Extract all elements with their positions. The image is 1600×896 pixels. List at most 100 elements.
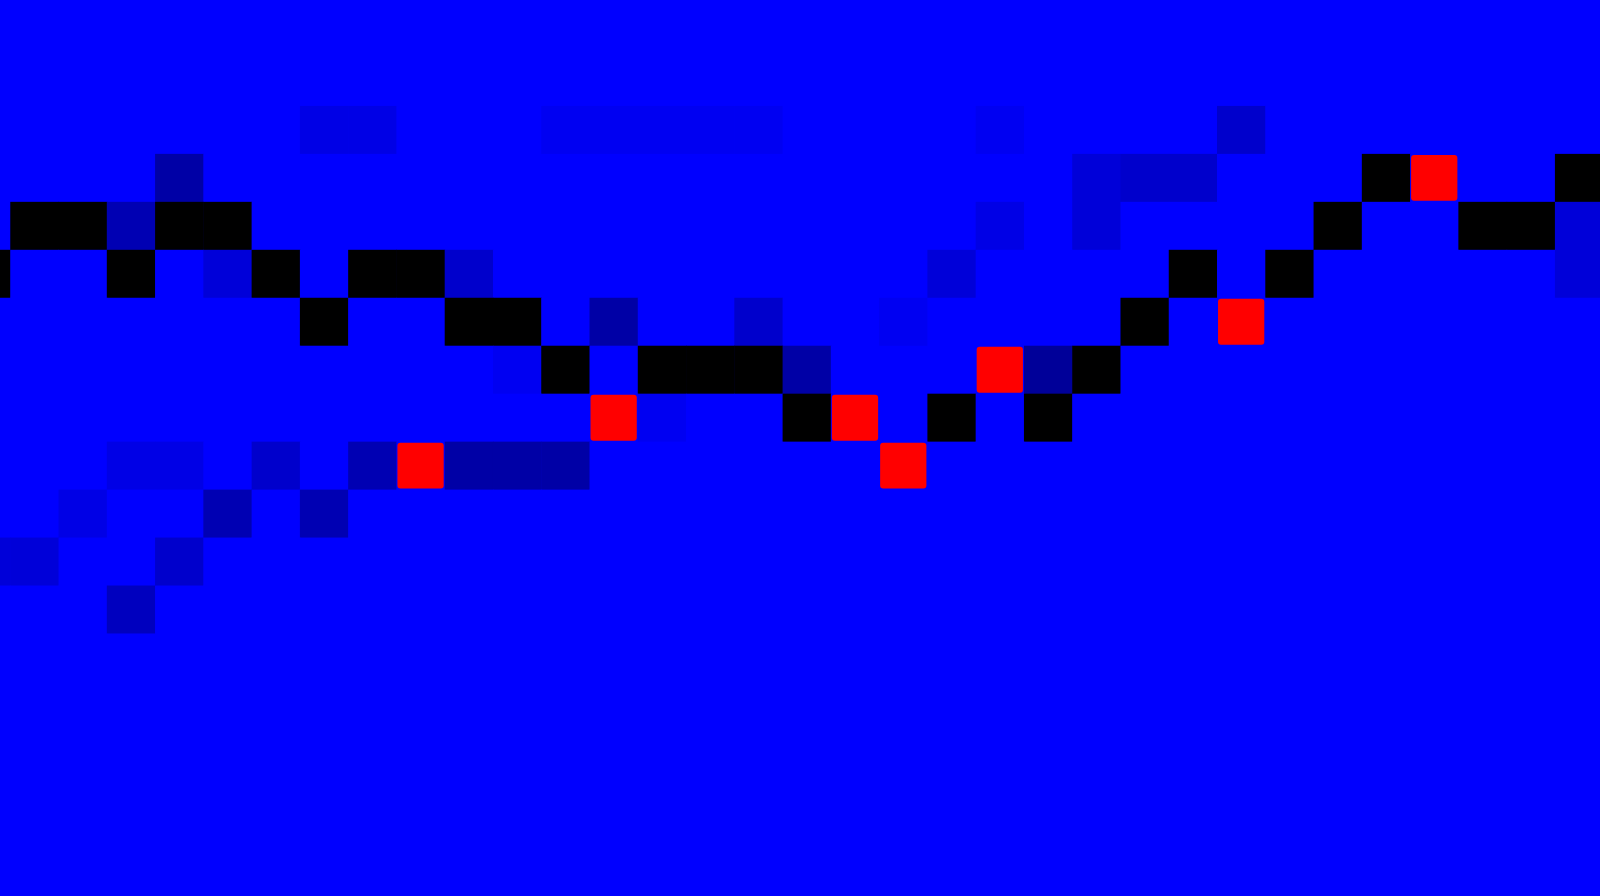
heat-cell [107, 394, 156, 442]
heat-cell [1314, 106, 1363, 154]
heat-cell [1314, 825, 1363, 873]
heat-cell [252, 106, 301, 154]
heat-cell [493, 586, 542, 634]
heat-cell [445, 729, 494, 777]
heat-cell [1362, 394, 1411, 442]
heat-cell [879, 538, 928, 586]
heat-cell [1120, 681, 1169, 729]
heat-cell [1555, 729, 1600, 777]
heat-cell [879, 202, 928, 250]
heat-cell [1314, 442, 1363, 490]
heat-cell [927, 729, 976, 777]
heat-cell [976, 538, 1025, 586]
heat-cell [686, 442, 735, 490]
heat-cell [927, 394, 976, 442]
heat-cell [155, 106, 204, 154]
heat-cell [155, 202, 204, 250]
heat-cell [155, 394, 204, 442]
heat-cell [348, 202, 397, 250]
heat-cell [734, 633, 783, 681]
heat-cell [1555, 10, 1600, 58]
heat-cell [1169, 825, 1218, 873]
heat-cell [1217, 202, 1266, 250]
heat-cell [203, 490, 252, 538]
heat-cell [1265, 154, 1314, 202]
heat-cell [252, 777, 301, 825]
heat-cell [1169, 729, 1218, 777]
heat-cell [107, 442, 156, 490]
heat-cell [10, 346, 59, 394]
heat-cell [783, 777, 832, 825]
heat-cell [155, 825, 204, 873]
heat-cell [59, 10, 108, 58]
heat-cell [445, 250, 494, 298]
heat-cell [59, 202, 108, 250]
heat-cell [831, 873, 880, 896]
heat-cell [155, 538, 204, 586]
heat-cell [300, 586, 349, 634]
heat-cell [879, 442, 928, 490]
heat-cell [1217, 58, 1266, 106]
heat-cell [1024, 633, 1073, 681]
heat-cell [1024, 538, 1073, 586]
heat-cell [927, 586, 976, 634]
heat-cell [396, 873, 445, 896]
heat-cell [1217, 154, 1266, 202]
heat-cell [1410, 10, 1459, 58]
heat-cell [252, 729, 301, 777]
heat-cell [1265, 490, 1314, 538]
heat-cell [445, 346, 494, 394]
heat-cell [590, 154, 639, 202]
heat-cell [107, 873, 156, 896]
heat-cell [1169, 298, 1218, 346]
heat-cell [252, 825, 301, 873]
heat-cell [300, 58, 349, 106]
heat-cell [203, 10, 252, 58]
heat-cell [348, 538, 397, 586]
heat-cell [976, 825, 1025, 873]
heat-cell [59, 633, 108, 681]
heat-cell [1458, 633, 1507, 681]
heat-cell [348, 394, 397, 442]
heat-cell [155, 777, 204, 825]
heat-cell [1265, 538, 1314, 586]
heat-cell [1410, 538, 1459, 586]
heat-cell [10, 250, 59, 298]
heat-cell [107, 729, 156, 777]
heat-cell [831, 825, 880, 873]
heat-cell [10, 777, 59, 825]
heat-cell [1072, 202, 1121, 250]
heat-cell [1314, 873, 1363, 896]
heat-cell [1314, 298, 1363, 346]
heat-cell [1024, 298, 1073, 346]
heat-cell [0, 58, 11, 106]
heat-cell [445, 681, 494, 729]
heat-cell [1265, 633, 1314, 681]
heat-cell [107, 202, 156, 250]
heat-cell [783, 10, 832, 58]
heat-cell [1120, 250, 1169, 298]
heat-cell [1072, 250, 1121, 298]
heat-cell [686, 250, 735, 298]
heat-cell [252, 250, 301, 298]
heat-cell [1314, 394, 1363, 442]
heat-cell [1120, 202, 1169, 250]
heat-cell [734, 58, 783, 106]
heat-cell [541, 586, 590, 634]
heat-cell [348, 106, 397, 154]
heat-cell [686, 538, 735, 586]
heat-cell [734, 346, 783, 394]
heat-cell [0, 442, 11, 490]
heat-cell [396, 394, 445, 442]
heat-cell [252, 538, 301, 586]
heat-cell [590, 106, 639, 154]
heat-cell [348, 825, 397, 873]
heat-cell [252, 633, 301, 681]
heat-cell [1265, 442, 1314, 490]
heat-cell [445, 298, 494, 346]
heat-cell [1217, 825, 1266, 873]
heat-cell [734, 10, 783, 58]
heat-cell [396, 58, 445, 106]
heat-cell [976, 873, 1025, 896]
heat-cell [1217, 538, 1266, 586]
